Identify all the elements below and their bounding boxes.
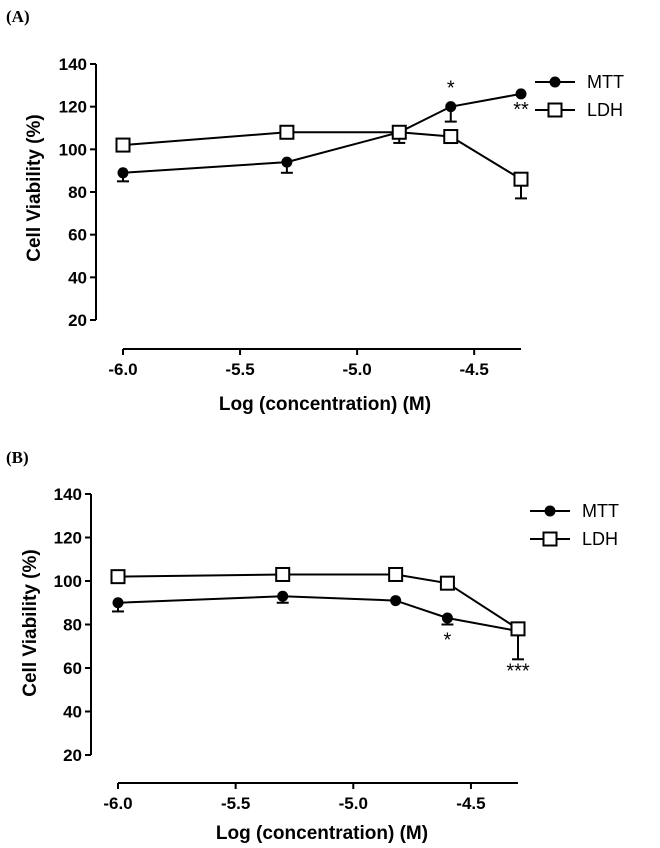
y-tick-label: 140 (59, 55, 87, 74)
data-point-mtt (445, 101, 457, 113)
legend-marker-mtt (549, 76, 561, 88)
data-point-ldh (510, 621, 526, 637)
x-axis-title: Log (concentration) (M) (216, 823, 428, 844)
data-point-mtt (441, 612, 453, 624)
y-tick-label: 80 (63, 616, 82, 635)
data-point-ldh (443, 129, 459, 145)
data-point-ldh (110, 569, 126, 585)
x-tick-label: -6.0 (108, 360, 137, 379)
panel-b: (B) Cell Viability (%) Log (concentratio… (6, 448, 619, 844)
y-axis-title: Cell Viability (%) (24, 114, 45, 261)
data-point-mtt (281, 156, 293, 168)
series-line-mtt (117, 595, 519, 633)
data-point-mtt (390, 595, 402, 607)
legend-marker-mtt (544, 505, 556, 517)
y-tick-label: 60 (68, 226, 87, 245)
data-point-ldh (115, 137, 131, 153)
data-point-ldh (513, 171, 529, 187)
y-tick-label: 20 (63, 746, 82, 765)
x-axis-title: Log (concentration) (M) (219, 394, 431, 415)
y-tick-label: 120 (59, 98, 87, 117)
x-tick-label: -4.5 (460, 360, 489, 379)
legend-marker-ldh (547, 102, 563, 118)
y-tick-label: 120 (54, 529, 82, 548)
data-point-mtt (515, 88, 527, 100)
data-point-ldh (391, 124, 407, 140)
y-tick-label: 140 (54, 485, 82, 504)
data-point-mtt (112, 597, 124, 609)
significance-label: *** (506, 660, 530, 682)
x-tick-label: -5.0 (342, 360, 371, 379)
panel-a: (A) Cell Viability (%) Log (concentratio… (6, 7, 624, 415)
y-axis-title: Cell Viability (%) (20, 549, 41, 696)
x-tick-label: -5.5 (221, 794, 250, 813)
data-point-ldh (279, 124, 295, 140)
data-point-ldh (275, 566, 291, 582)
significance-label: * (447, 78, 455, 100)
significance-label: * (444, 630, 452, 652)
panel-label: (B) (6, 448, 29, 467)
x-tick-label: -5.5 (225, 360, 254, 379)
data-point-mtt (117, 167, 129, 179)
legend-label-mtt: MTT (582, 501, 619, 521)
legend-label-ldh: LDH (582, 529, 618, 549)
x-tick-label: -5.0 (339, 794, 368, 813)
legend-marker-ldh (542, 531, 558, 547)
legend-label-ldh: LDH (587, 100, 623, 120)
data-point-mtt (277, 590, 289, 602)
y-tick-label: 100 (54, 572, 82, 591)
panel-label: (A) (6, 7, 30, 26)
y-tick-label: 80 (68, 183, 87, 202)
y-tick-label: 40 (68, 268, 87, 287)
y-tick-label: 60 (63, 659, 82, 678)
y-tick-label: 20 (68, 311, 87, 330)
y-tick-label: 40 (63, 703, 82, 722)
data-point-ldh (388, 566, 404, 582)
series-line-mtt (122, 92, 522, 174)
series-line-ldh (122, 131, 522, 181)
data-point-ldh (439, 575, 455, 591)
legend-label-mtt: MTT (587, 72, 624, 92)
x-tick-label: -6.0 (103, 794, 132, 813)
y-tick-label: 100 (59, 140, 87, 159)
significance-label: ** (513, 99, 529, 121)
x-tick-label: -4.5 (456, 794, 485, 813)
